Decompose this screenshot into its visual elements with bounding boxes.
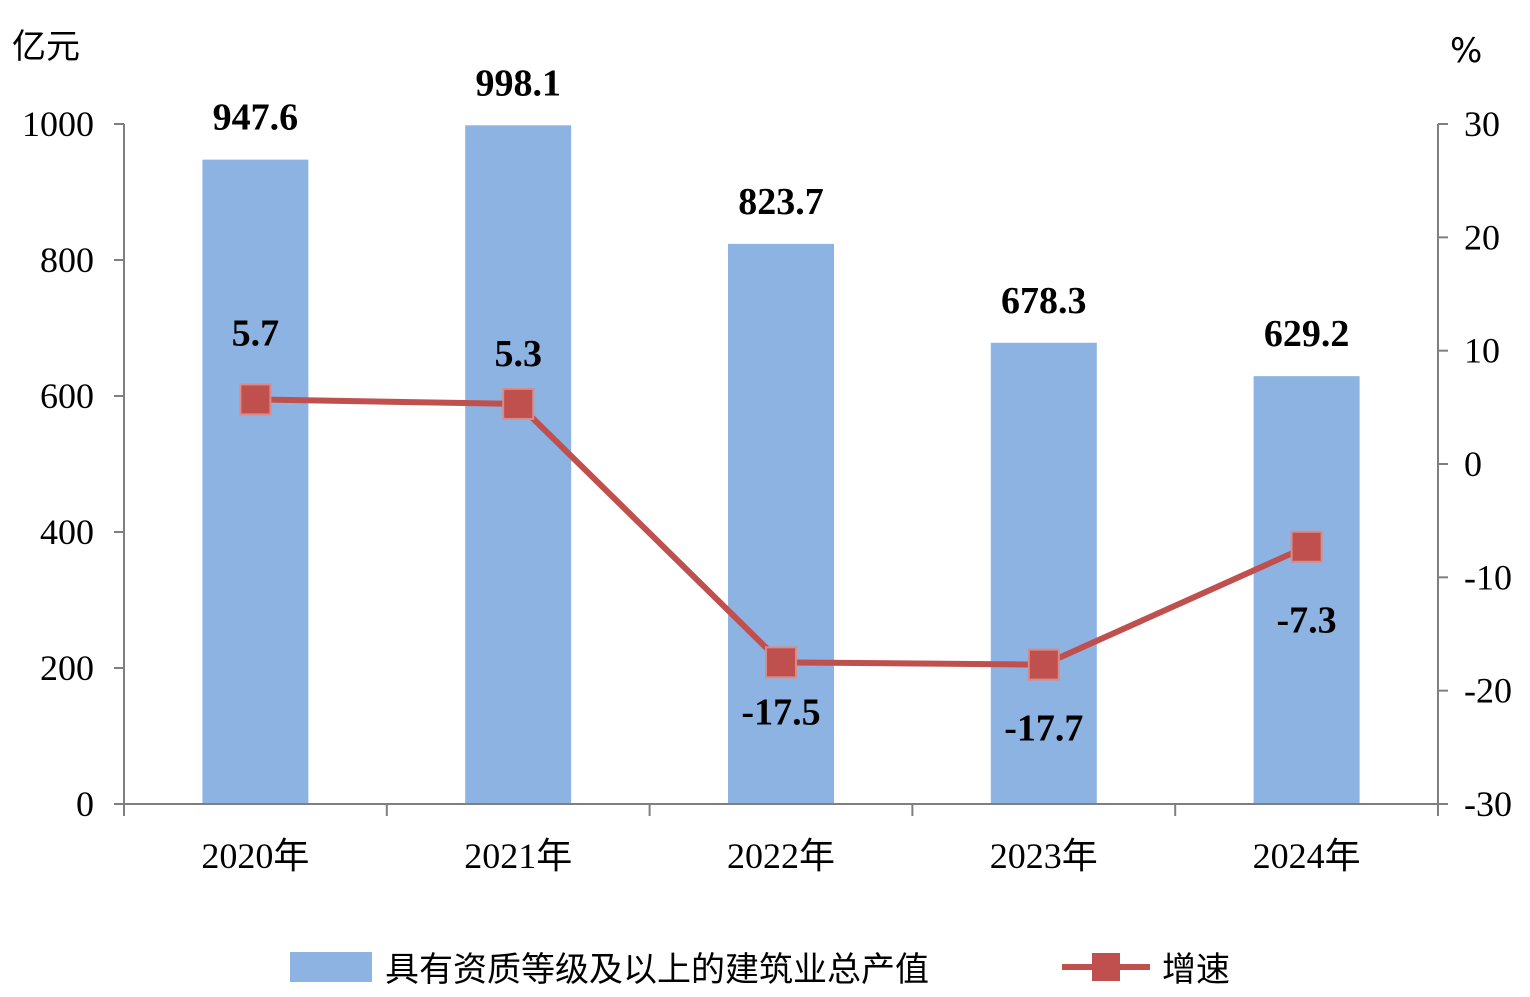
bar-value-label-2: 823.7 xyxy=(738,181,824,223)
growth-value-label-2: -17.5 xyxy=(741,691,820,733)
left-tick-label-1: 200 xyxy=(40,648,94,688)
legend-label-bar: 具有资质等级及以上的建筑业总产值 xyxy=(385,950,929,990)
bar-3 xyxy=(990,342,1097,804)
category-label-0: 2020年 xyxy=(201,836,309,876)
left-tick-label-5: 1000 xyxy=(22,104,94,144)
right-tick-label-6: 30 xyxy=(1464,104,1500,144)
growth-marker-0 xyxy=(239,383,272,416)
right-axis: -30 -20 -10 0 10 20 30 xyxy=(1438,104,1512,824)
legend: 具有资质等级及以上的建筑业总产值 增速 xyxy=(290,950,1230,990)
bar-value-label-0: 947.6 xyxy=(213,97,299,139)
growth-marker-4 xyxy=(1290,530,1323,563)
right-axis-unit: % xyxy=(1450,31,1482,71)
bar-0 xyxy=(202,159,309,804)
right-tick-label-0: -30 xyxy=(1464,784,1512,824)
left-axis: 0 200 400 600 800 1000 xyxy=(22,104,124,824)
right-tick-label-2: -10 xyxy=(1464,557,1512,597)
growth-value-label-3: -17.7 xyxy=(1004,708,1083,750)
left-tick-label-4: 800 xyxy=(40,240,94,280)
bar-4 xyxy=(1253,376,1360,804)
growth-value-label-1: 5.3 xyxy=(494,333,542,375)
line-series: 5.7 5.3 -17.5 -17.7 -7.3 xyxy=(232,312,1337,749)
growth-marker-2 xyxy=(765,646,797,679)
growth-value-label-4: -7.3 xyxy=(1277,600,1337,642)
left-tick-label-0: 0 xyxy=(76,784,94,824)
category-label-2: 2022年 xyxy=(727,836,835,876)
bar-2 xyxy=(728,243,834,804)
category-label-4: 2024年 xyxy=(1253,836,1361,876)
category-label-3: 2023年 xyxy=(990,836,1098,876)
growth-value-label-0: 5.7 xyxy=(232,312,280,354)
right-tick-label-4: 10 xyxy=(1464,331,1500,371)
bar-value-label-4: 629.2 xyxy=(1264,313,1350,355)
bar-series: 947.6 998.1 823.7 678.3 629.2 xyxy=(202,62,1360,805)
legend-swatch-bar xyxy=(290,952,372,982)
left-axis-unit: 亿元 xyxy=(12,27,80,67)
right-tick-label-1: -20 xyxy=(1464,671,1512,711)
category-axis: 2020年 2021年 2022年 2023年 2024年 xyxy=(201,836,1360,876)
category-label-1: 2021年 xyxy=(464,836,572,876)
right-tick-label-5: 20 xyxy=(1464,217,1500,257)
legend-label-line: 增速 xyxy=(1162,950,1230,990)
left-tick-label-2: 400 xyxy=(40,512,94,552)
bar-value-label-3: 678.3 xyxy=(1001,280,1087,322)
bar-1 xyxy=(465,125,572,805)
growth-marker-3 xyxy=(1027,648,1060,681)
growth-marker-1 xyxy=(502,387,535,420)
left-tick-label-3: 600 xyxy=(40,376,94,416)
axis-lines xyxy=(123,124,1439,816)
bar-value-label-1: 998.1 xyxy=(475,62,561,104)
right-tick-label-3: 0 xyxy=(1464,444,1482,484)
legend-swatch-marker xyxy=(1092,953,1120,981)
